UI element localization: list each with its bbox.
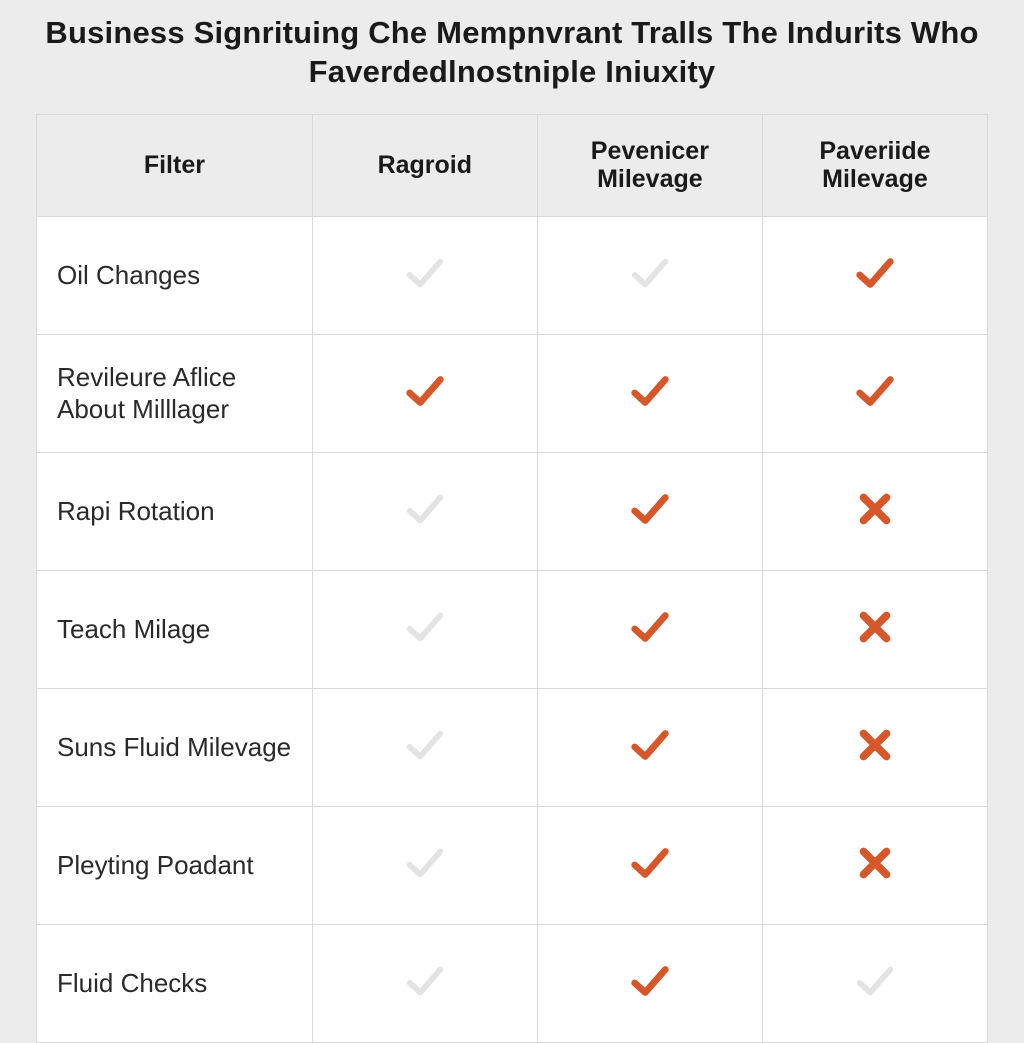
table-header: Filter Ragroid Pevenicer Milevage Paveri… (37, 114, 988, 217)
table-cell (537, 689, 762, 807)
table-row: Pleyting Poadant (37, 807, 988, 925)
column-header-filter: Filter (37, 114, 313, 217)
table-cell (762, 571, 987, 689)
table-cell (312, 453, 537, 571)
table-cell (762, 453, 987, 571)
cross-icon (852, 604, 898, 650)
table-cell (537, 925, 762, 1043)
check-icon (402, 958, 448, 1004)
table-cell (537, 217, 762, 335)
table-cell (312, 217, 537, 335)
check-icon (852, 368, 898, 414)
table-body: Oil ChangesRevileure Aflice About Millla… (37, 217, 988, 1043)
table-cell (762, 925, 987, 1043)
row-label: Fluid Checks (37, 925, 313, 1043)
row-label: Oil Changes (37, 217, 313, 335)
row-label: Teach Milage (37, 571, 313, 689)
check-icon (402, 368, 448, 414)
check-icon (852, 958, 898, 1004)
cross-icon (852, 840, 898, 886)
check-icon (627, 722, 673, 768)
table-row: Fluid Checks (37, 925, 988, 1043)
page: Business Signrituing Che Mempnvrant Tral… (0, 0, 1024, 1024)
column-header-pevenicer: Pevenicer Milevage (537, 114, 762, 217)
table-cell (762, 335, 987, 453)
column-header-ragroid: Ragroid (312, 114, 537, 217)
table-row: Teach Milage (37, 571, 988, 689)
table-cell (537, 335, 762, 453)
table-cell (537, 453, 762, 571)
comparison-table: Filter Ragroid Pevenicer Milevage Paveri… (36, 114, 988, 1043)
row-label: Pleyting Poadant (37, 807, 313, 925)
check-icon (627, 486, 673, 532)
row-label: Revileure Aflice About Milllager (37, 335, 313, 453)
cross-icon (852, 486, 898, 532)
check-icon (627, 368, 673, 414)
table-row: Revileure Aflice About Milllager (37, 335, 988, 453)
table-cell (762, 217, 987, 335)
table-cell (312, 807, 537, 925)
table-cell (762, 807, 987, 925)
table-cell (312, 925, 537, 1043)
table-row: Suns Fluid Milevage (37, 689, 988, 807)
table-cell (312, 335, 537, 453)
check-icon (402, 604, 448, 650)
check-icon (402, 250, 448, 296)
table-cell (537, 571, 762, 689)
column-header-paveriide: Paveriide Milevage (762, 114, 987, 217)
table-cell (312, 689, 537, 807)
check-icon (852, 250, 898, 296)
check-icon (627, 604, 673, 650)
row-label: Suns Fluid Milevage (37, 689, 313, 807)
row-label: Rapi Rotation (37, 453, 313, 571)
table-row: Rapi Rotation (37, 453, 988, 571)
check-icon (627, 250, 673, 296)
table-cell (312, 571, 537, 689)
table-row: Oil Changes (37, 217, 988, 335)
page-title: Business Signrituing Che Mempnvrant Tral… (36, 14, 988, 92)
check-icon (402, 840, 448, 886)
check-icon (402, 486, 448, 532)
check-icon (402, 722, 448, 768)
table-cell (537, 807, 762, 925)
table-cell (762, 689, 987, 807)
check-icon (627, 840, 673, 886)
check-icon (627, 958, 673, 1004)
cross-icon (852, 722, 898, 768)
